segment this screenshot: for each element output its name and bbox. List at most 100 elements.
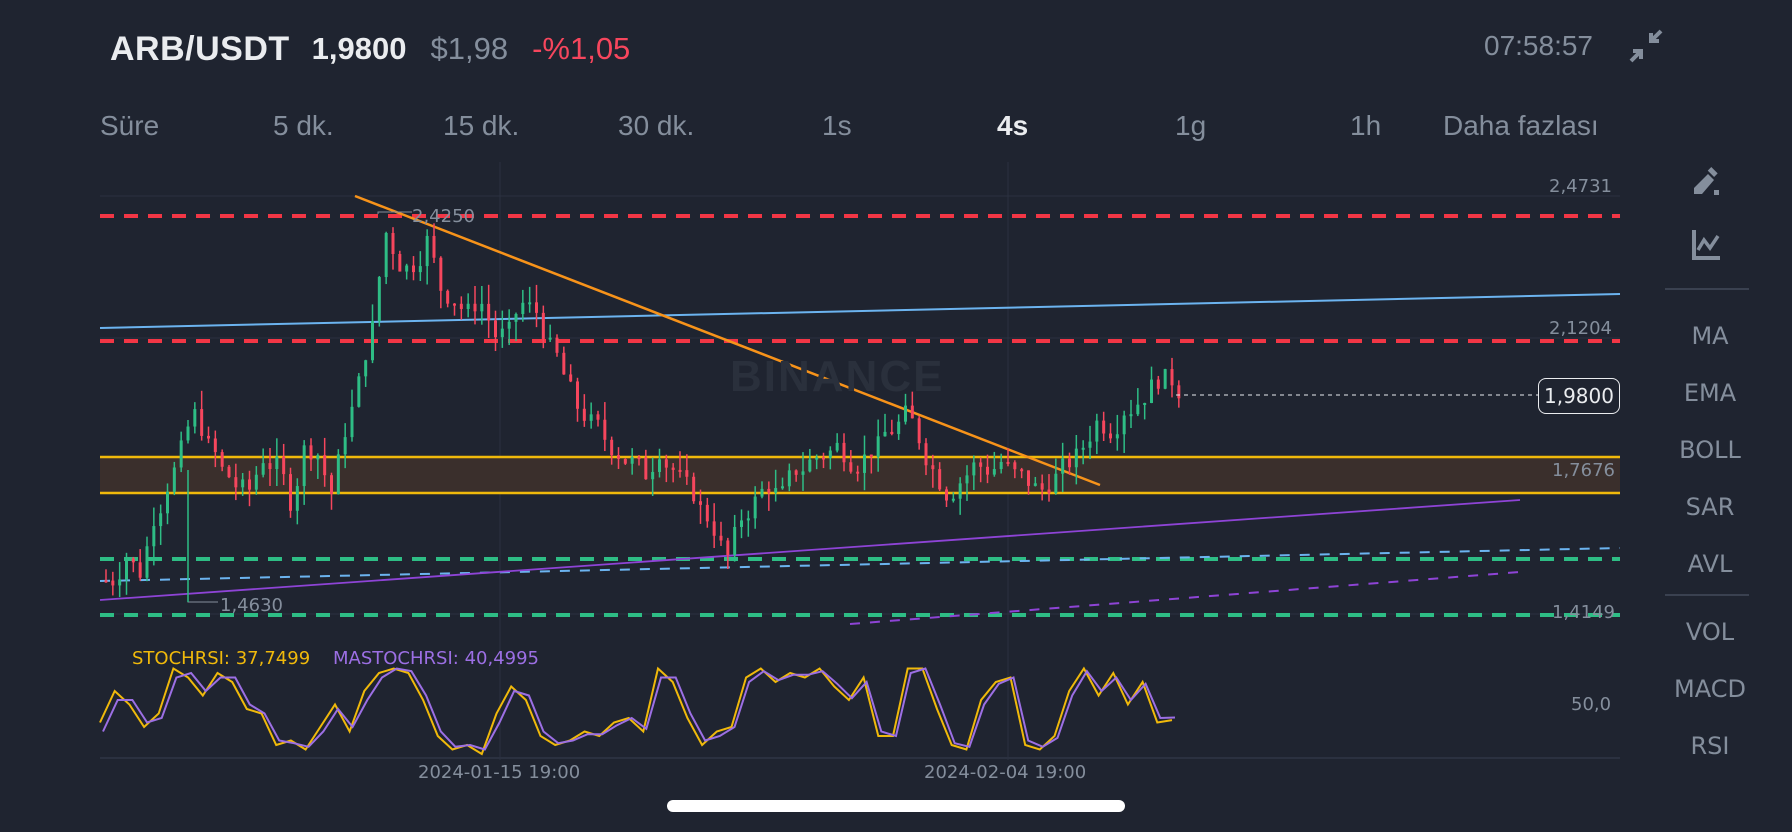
candle-body: [992, 469, 996, 475]
candle-body: [904, 405, 907, 422]
candle-body: [186, 426, 190, 441]
candle-body: [965, 475, 969, 484]
indicator-vol[interactable]: VOL: [1685, 618, 1735, 646]
candle-body: [637, 457, 641, 460]
purple-dashed-trendline: [849, 571, 1521, 625]
candle-body: [268, 463, 272, 470]
candle-body: [828, 450, 832, 458]
candle-body: [678, 469, 682, 472]
candle-body: [425, 235, 429, 267]
tab-timeframe[interactable]: 1h: [1350, 110, 1382, 141]
low-marker-line: [187, 560, 218, 603]
tab-timeframe[interactable]: 4s: [997, 110, 1029, 141]
tab-timeframe[interactable]: 1s: [822, 110, 852, 141]
candle-body: [1074, 448, 1078, 468]
candle-body: [1006, 461, 1010, 464]
candle-body: [938, 469, 942, 490]
candle-body: [774, 488, 778, 493]
candle-body: [910, 405, 914, 419]
candle-body: [282, 456, 286, 475]
candle-body: [890, 431, 894, 435]
candle-body: [159, 513, 163, 527]
tab-timeframe[interactable]: 30 dk.: [618, 110, 695, 141]
high-marker: 2,4250: [412, 206, 475, 227]
candle-body: [1136, 404, 1140, 415]
candle-body: [979, 462, 983, 467]
candle-body: [1040, 483, 1044, 490]
indicator-avl[interactable]: AVL: [1687, 550, 1733, 578]
candle-body: [931, 465, 935, 470]
tab-timeframe[interactable]: 5 dk.: [273, 110, 334, 141]
home-indicator[interactable]: [667, 800, 1125, 812]
chart-drawing-icon[interactable]: [1690, 228, 1724, 262]
candle-body: [227, 466, 231, 478]
candle-body: [719, 535, 723, 541]
candle-body: [111, 580, 115, 586]
candle-body: [651, 471, 655, 480]
candle-body: [439, 257, 443, 291]
candle-body: [220, 452, 224, 467]
candle-body: [951, 498, 955, 501]
sidebar-divider: [1665, 594, 1749, 596]
candle-body: [767, 488, 771, 493]
candle-body: [323, 455, 327, 476]
price-axis-label: 2,4731: [1549, 176, 1612, 197]
draw-pencil-icon[interactable]: [1690, 166, 1724, 200]
indicator-boll[interactable]: BOLL: [1679, 436, 1741, 464]
candle-body: [145, 546, 149, 578]
indicator-macd[interactable]: MACD: [1674, 675, 1746, 703]
candle-body: [391, 233, 395, 255]
candle-body: [897, 421, 901, 435]
tab-timeframe[interactable]: Daha fazlası: [1443, 110, 1599, 141]
usd-price: $1,98: [430, 31, 509, 66]
indicator-ema[interactable]: EMA: [1683, 379, 1737, 407]
candle-body: [480, 303, 484, 312]
indicator-rsi[interactable]: RSI: [1690, 732, 1730, 760]
candle-body: [685, 470, 689, 477]
candle-body: [1047, 489, 1051, 494]
candle-body: [1143, 402, 1147, 405]
candle-body: [917, 418, 921, 444]
candle-body: [644, 457, 648, 480]
price-axis-label: 2,1204: [1549, 318, 1612, 339]
candle-body: [808, 459, 812, 472]
collapse-arrows-icon[interactable]: [1628, 28, 1664, 64]
candle-body: [705, 504, 709, 522]
candle-body: [582, 408, 586, 421]
candle-body: [418, 266, 422, 273]
candle-body: [753, 496, 757, 519]
tab-timeframe[interactable]: 1g: [1175, 110, 1207, 141]
tab-timeframe[interactable]: 15 dk.: [443, 110, 520, 141]
change-percent: -%1,05: [532, 31, 631, 66]
tab-timeframe[interactable]: Süre: [100, 110, 160, 141]
candle-body: [842, 442, 846, 463]
candle-body: [200, 409, 204, 436]
sidebar-divider: [1665, 288, 1749, 290]
indicator-axis-label: 50,0: [1571, 694, 1612, 715]
candle-body: [302, 445, 306, 487]
candle-body: [213, 438, 217, 453]
candle-body: [309, 445, 313, 460]
symbol-label[interactable]: ARB/USDT: [110, 29, 290, 68]
candle-body: [548, 337, 552, 340]
price-axis-label: 1,4149: [1552, 602, 1615, 623]
ticker-header: ARB/USDT 1,9800 $1,98 -%1,05: [110, 24, 630, 74]
candle-body: [596, 414, 600, 420]
high-marker-line: [377, 211, 412, 214]
candle-body: [972, 462, 976, 476]
candle-body: [692, 476, 696, 502]
candle-body: [104, 580, 108, 583]
blue-trendline: [99, 293, 1621, 329]
candle-body: [623, 458, 627, 464]
candle-body: [555, 337, 559, 353]
candle-body: [740, 520, 743, 527]
current-price-tag: 1,9800: [1538, 378, 1620, 414]
indicator-ma[interactable]: MA: [1691, 322, 1729, 350]
candle-body: [856, 471, 860, 474]
candle-body: [172, 467, 176, 492]
candle-body: [459, 303, 463, 309]
candle-body: [343, 437, 347, 455]
indicator-sar[interactable]: SAR: [1685, 493, 1735, 521]
